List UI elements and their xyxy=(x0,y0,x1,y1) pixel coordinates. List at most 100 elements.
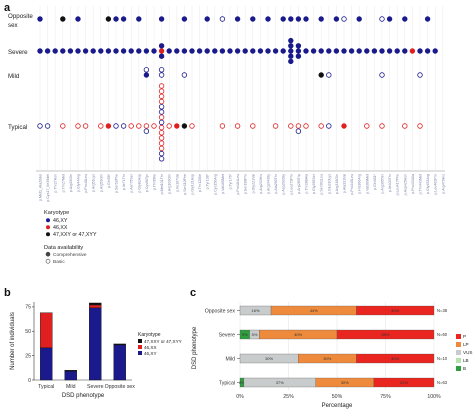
panel-b-letter: b xyxy=(4,287,11,299)
variant-dot xyxy=(82,123,89,129)
variant-dot xyxy=(272,48,279,54)
variant-dot xyxy=(303,123,309,129)
variant-dot xyxy=(356,16,362,22)
variant-dot xyxy=(234,16,241,22)
x-tick-label: Typical xyxy=(38,384,54,390)
variant-label: p.Thr95Ile xyxy=(153,174,157,190)
variant-dot xyxy=(174,48,180,54)
panel-a-row-labels: Opposite sex Severe Mild Typical xyxy=(8,13,33,131)
legend-label: 46,XX xyxy=(53,225,68,231)
variant-dot xyxy=(417,123,423,129)
legend-label: LB xyxy=(463,358,469,363)
variant-dot xyxy=(250,16,256,22)
variant-dot xyxy=(295,48,302,54)
panel-b-bar-chart: b 0 25 50 75 Typical Mild Severe Opposite sexDSD… xyxy=(4,287,182,399)
variant-dot xyxy=(341,123,347,129)
variant-label: p.Pro433Ala xyxy=(411,174,415,194)
variant-dot xyxy=(67,48,74,54)
legend-swatch xyxy=(456,358,461,363)
variant-dot xyxy=(82,48,89,54)
bar-segment xyxy=(373,377,435,388)
variant-dot xyxy=(143,67,150,73)
row-label: Severe xyxy=(8,49,28,56)
variant-dot xyxy=(158,88,165,94)
variant-dot xyxy=(37,48,43,54)
legend-title-availability: Data availability xyxy=(44,245,83,251)
variant-dot xyxy=(75,48,81,54)
variant-dot xyxy=(90,48,96,54)
variant-dot xyxy=(265,48,271,54)
variant-dot xyxy=(219,16,226,22)
variant-dot xyxy=(280,48,286,54)
n-label: N=38 xyxy=(437,308,448,313)
segment-label: 40% xyxy=(294,332,302,337)
y-axis-title: Number of individuals xyxy=(10,312,16,370)
variant-label: p.His360Arg xyxy=(358,174,362,194)
legend-label: Basic xyxy=(53,259,65,265)
variant-dot xyxy=(409,48,416,54)
variant-dot xyxy=(158,98,165,105)
variant-label: p.Arg51Lys xyxy=(92,174,96,192)
variant-dot xyxy=(424,16,431,22)
n-label: N=63 xyxy=(437,380,448,385)
legend-label: 47,XXY or 47,XYY xyxy=(53,232,97,238)
variant-dot xyxy=(341,16,347,22)
x-tick-label: 75% xyxy=(380,394,391,400)
variant-label: p.Asp262Gly xyxy=(282,174,286,195)
legend-label: 47,XXY or 47,XYY xyxy=(144,339,182,344)
legend-label: VUS xyxy=(463,350,472,355)
row-label: Typical xyxy=(8,124,27,131)
legend-dot xyxy=(46,218,50,223)
variant-dot xyxy=(288,16,294,22)
legend-dot xyxy=(46,232,50,237)
variant-dot xyxy=(37,123,43,129)
variant-dot xyxy=(402,48,408,54)
variant-dot xyxy=(371,48,378,54)
legend-swatch xyxy=(456,342,461,347)
x-tick-label: 50% xyxy=(332,394,343,400)
legend-label: 46,XX xyxy=(144,345,157,350)
variant-dot xyxy=(318,123,324,129)
legend-swatch xyxy=(138,351,142,355)
variant-dot xyxy=(288,123,294,129)
legend-dot xyxy=(46,225,50,230)
variant-label: p.Thr441Met xyxy=(419,174,423,194)
legend-label: 46,XY xyxy=(53,218,68,224)
row-label: sex xyxy=(8,22,19,29)
legend-symbol xyxy=(45,258,51,264)
variant-dot xyxy=(158,135,165,141)
variant-dot xyxy=(136,123,142,129)
x-tick-label: 0% xyxy=(236,394,244,400)
variant-dot xyxy=(158,124,165,131)
variant-label: p.Gln58* xyxy=(107,173,111,188)
variant-dot xyxy=(326,48,332,54)
legend-swatch xyxy=(456,366,461,371)
segment-label: 50% xyxy=(381,332,389,337)
segment-label: 30% xyxy=(265,356,273,361)
variant-dot xyxy=(250,48,256,54)
variant-dot xyxy=(158,104,165,110)
variant-dot xyxy=(318,48,324,54)
segment-label: 5% xyxy=(252,332,258,337)
variant-dot xyxy=(120,123,127,129)
variant-dot xyxy=(219,123,226,129)
variant-dot xyxy=(288,43,294,49)
variant-dot xyxy=(120,48,127,54)
variant-label: p.Arg244Gly xyxy=(267,174,271,194)
variant-dot xyxy=(158,119,165,126)
variant-label: p.Ser110Phe xyxy=(183,174,187,195)
variant-label: p.Pro345Leu xyxy=(350,174,354,195)
bar-segment xyxy=(356,353,435,364)
variant-label: p.Arg318Gln xyxy=(335,174,339,194)
bar-segment xyxy=(89,307,102,381)
variant-dot xyxy=(212,48,218,54)
variant-dot xyxy=(333,48,340,54)
bar-segment xyxy=(113,344,126,381)
legend-label: Comprehensive xyxy=(53,252,87,258)
variant-dot xyxy=(402,123,408,129)
y-tick-label: 25 xyxy=(25,353,31,359)
variant-dot xyxy=(158,93,165,100)
variant-label: p.Val165Met xyxy=(221,174,225,194)
variant-label: p.Val369Met xyxy=(365,174,369,194)
variant-dot xyxy=(113,16,119,22)
